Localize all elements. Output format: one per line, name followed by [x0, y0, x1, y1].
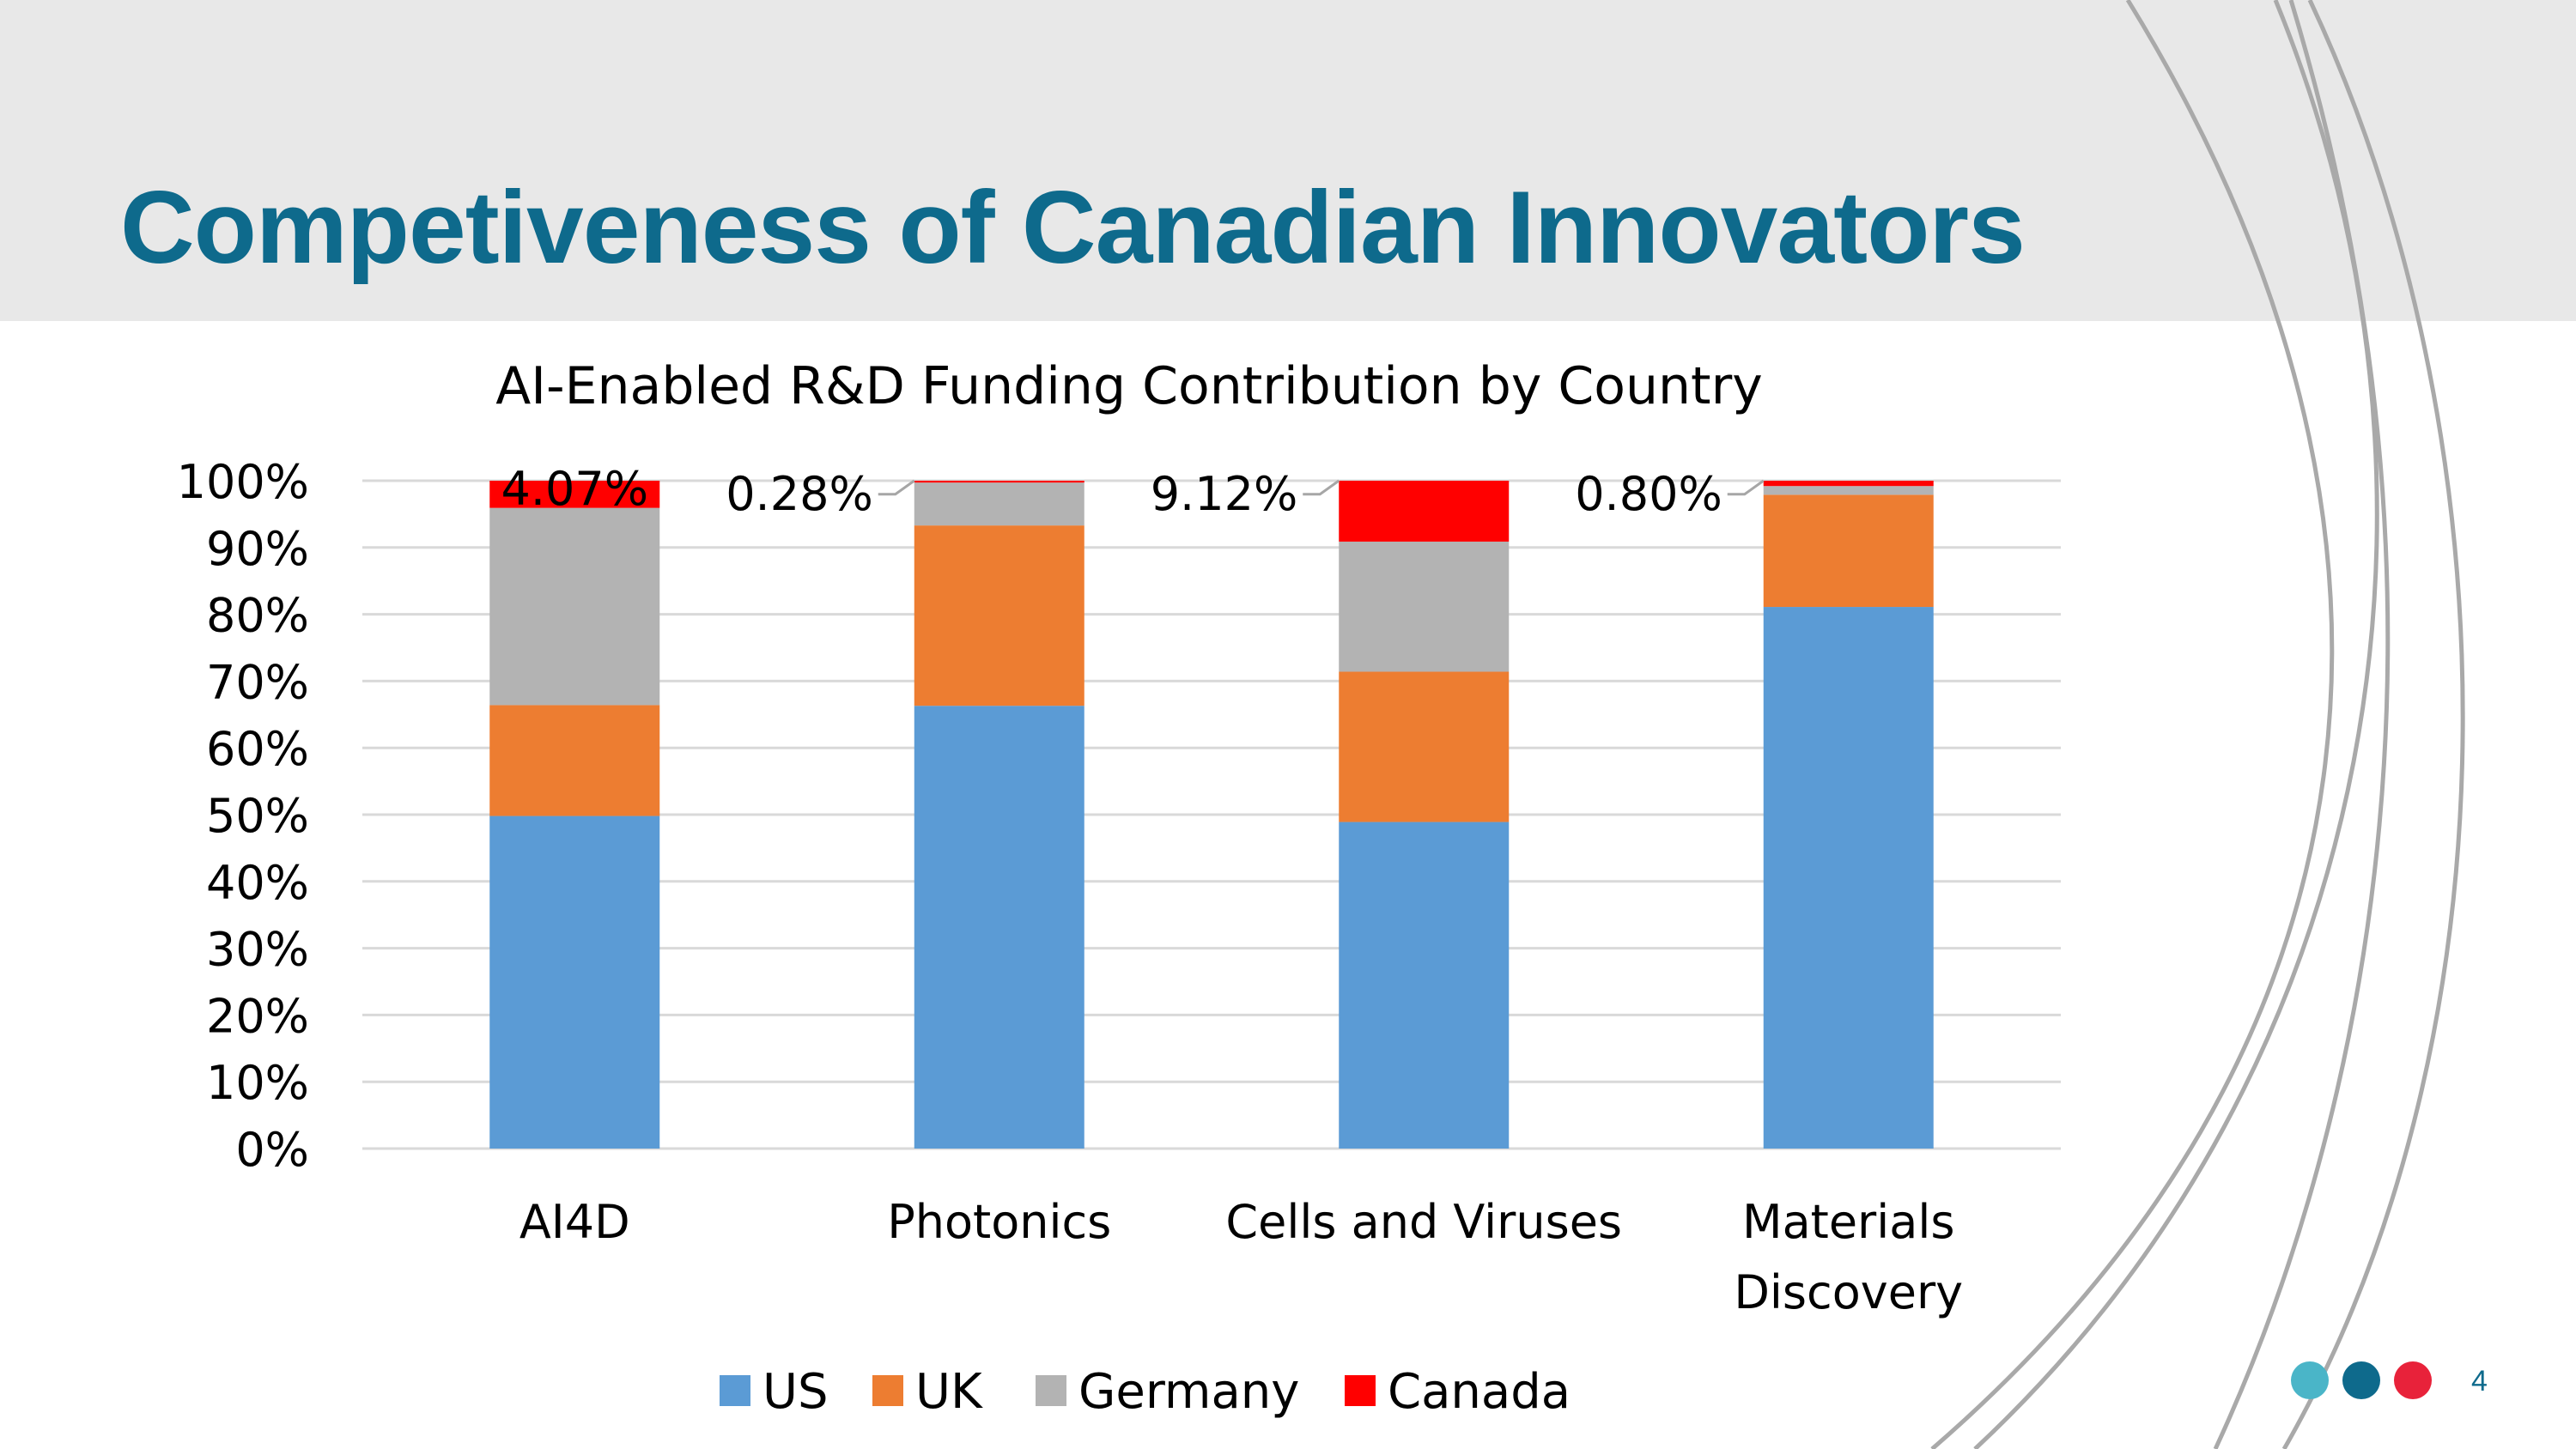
bar-segment: [914, 481, 1084, 483]
x-tick-label: Materials: [1742, 1195, 1955, 1249]
slide-title: Competiveness of Canadian Innovators: [120, 170, 2026, 285]
legend-swatch: [1036, 1375, 1066, 1406]
y-tick-label: 80%: [206, 589, 309, 643]
nav-dots: [2291, 1361, 2432, 1399]
chart-title: AI-Enabled R&D Funding Contribution by C…: [495, 356, 1763, 416]
legend-swatch: [1345, 1375, 1376, 1406]
bar-segment: [489, 507, 660, 706]
y-axis-ticks: 0% 10% 20% 30% 40% 50% 60% 70% 80% 90% 100%: [177, 455, 309, 1177]
bar-segment: [489, 705, 660, 816]
bar-segment: [914, 525, 1084, 706]
y-tick-label: 40%: [206, 856, 309, 910]
bar-segment: [489, 481, 660, 508]
legend: US UK Germany Canada: [720, 1364, 1571, 1420]
bar-segment: [1339, 541, 1510, 672]
y-tick-label: 70%: [206, 655, 309, 709]
dot-red: [2394, 1361, 2432, 1399]
bar-segment: [914, 706, 1084, 1149]
legend-label: UK: [915, 1364, 983, 1420]
y-tick-label: 90%: [206, 522, 309, 576]
y-tick-label: 30%: [206, 923, 309, 977]
page-number: 4: [2471, 1365, 2488, 1397]
legend-swatch: [872, 1375, 903, 1406]
bar-segment: [1339, 481, 1510, 542]
y-tick-label: 0%: [235, 1123, 309, 1177]
x-tick-label: Cells and Viruses: [1225, 1195, 1622, 1249]
leader-line: [1303, 479, 1340, 496]
y-tick-label: 60%: [206, 722, 309, 776]
data-label: 9.12%: [1151, 467, 1298, 521]
bar-segment: [489, 815, 660, 1149]
bar-segment: [1339, 822, 1510, 1149]
data-labels: 4.07% 0.28% 9.12% 0.80%: [501, 462, 1765, 521]
data-label: 0.28%: [726, 467, 873, 521]
bar-segment: [1763, 494, 1934, 608]
y-tick-label: 10%: [206, 1056, 309, 1110]
bar-segment: [914, 482, 1084, 526]
y-tick-label: 20%: [206, 989, 309, 1043]
y-tick-label: 50%: [206, 789, 309, 843]
x-tick-label: Discovery: [1734, 1265, 1963, 1319]
legend-swatch: [720, 1375, 750, 1406]
data-label: 4.07%: [501, 462, 648, 516]
bar-segment: [1763, 481, 1934, 487]
bars: [489, 481, 1934, 1149]
data-label: 0.80%: [1575, 467, 1722, 521]
y-tick-label: 100%: [177, 455, 309, 509]
bar-segment: [1763, 607, 1934, 1149]
x-tick-label: AI4D: [519, 1195, 630, 1249]
x-tick-label: Photonics: [887, 1195, 1111, 1249]
bar-segment: [1339, 671, 1510, 822]
legend-label: Canada: [1388, 1364, 1571, 1420]
bar-segment: [1763, 486, 1934, 495]
legend-label: Germany: [1078, 1364, 1299, 1420]
dot-light-blue: [2291, 1361, 2329, 1399]
legend-label: US: [762, 1364, 829, 1420]
leader-line: [878, 479, 915, 496]
leader-line: [1727, 479, 1765, 496]
x-axis-labels: AI4D Photonics Cells and Viruses Materials D…: [519, 1195, 1963, 1319]
dot-dark-blue: [2342, 1361, 2380, 1399]
